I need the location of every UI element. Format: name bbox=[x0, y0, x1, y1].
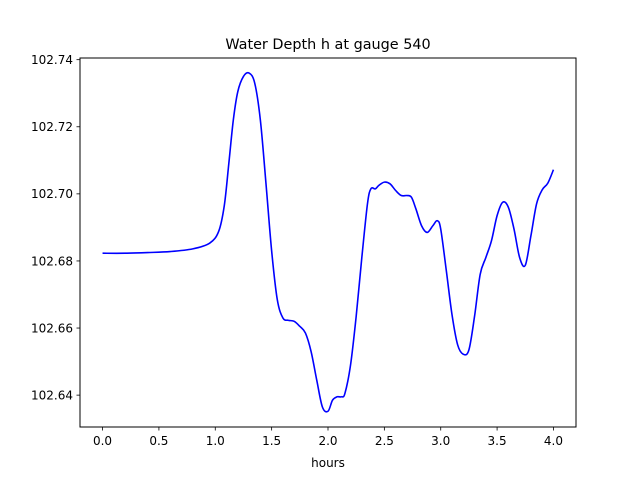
x-tick-label: 1.5 bbox=[262, 434, 281, 448]
y-axis: 102.64 102.66 102.68 102.70 102.72 102.74 bbox=[31, 53, 80, 402]
x-tick-label: 2.0 bbox=[318, 434, 337, 448]
chart-title: Water Depth h at gauge 540 bbox=[225, 37, 430, 53]
x-axis-title: hours bbox=[311, 456, 345, 470]
x-tick-label: 2.5 bbox=[375, 434, 394, 448]
x-tick-label: 1.0 bbox=[206, 434, 225, 448]
axes-frame bbox=[79, 57, 577, 428]
x-axis: 0.0 0.5 1.0 1.5 2.0 2.5 3.0 3.5 4.0 bbox=[93, 427, 563, 448]
y-tick-label: 102.72 bbox=[31, 120, 73, 134]
x-tick-label: 3.0 bbox=[431, 434, 450, 448]
x-tick-label: 4.0 bbox=[544, 434, 563, 448]
y-tick-label: 102.68 bbox=[31, 254, 73, 268]
plot-area bbox=[102, 71, 555, 413]
y-tick-label: 102.64 bbox=[31, 388, 73, 402]
y-tick-label: 102.70 bbox=[31, 187, 73, 201]
x-tick-label: 0.0 bbox=[93, 434, 112, 448]
y-tick-label: 102.74 bbox=[31, 53, 73, 67]
series-line bbox=[102, 71, 555, 413]
y-tick-label: 102.66 bbox=[31, 321, 73, 335]
x-tick-label: 0.5 bbox=[149, 434, 168, 448]
x-tick-label: 3.5 bbox=[488, 434, 507, 448]
